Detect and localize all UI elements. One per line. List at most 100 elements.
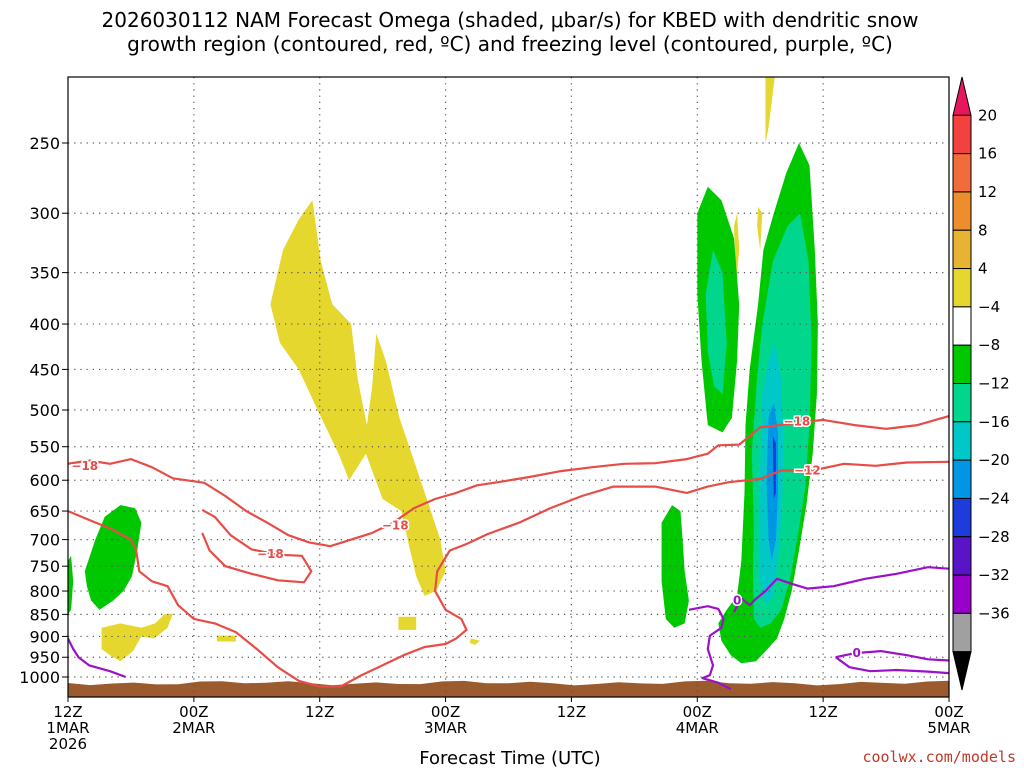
x-tick-label: 3MAR	[424, 719, 467, 737]
colorbar-label: −12	[978, 375, 1010, 393]
omega-region-7	[757, 206, 763, 250]
plot-frame	[67, 76, 950, 698]
y-tick-label: 400	[29, 315, 60, 334]
contour-label-0: −18	[71, 459, 98, 473]
x-axis-title: Forecast Time (UTC)	[419, 748, 600, 768]
y-tick-label: 350	[29, 264, 60, 283]
colorbar-swatch-13	[952, 574, 972, 614]
contour-line-2	[201, 508, 313, 584]
colorbar-swatch-14	[952, 612, 972, 653]
y-tick-label: 500	[29, 401, 60, 420]
y-tick-label: 450	[29, 360, 60, 379]
contour-line-4	[688, 605, 732, 691]
contour-line-0	[68, 415, 949, 548]
y-tick-label: 550	[29, 438, 60, 457]
contour-line-3	[68, 638, 127, 679]
chart-title-line-1: 2026030112 NAM Forecast Omega (shaded, μ…	[102, 8, 919, 32]
x-tick-label: 12Z	[53, 703, 82, 721]
colorbar-label: 12	[978, 183, 997, 201]
contour-label-3: −18	[784, 414, 811, 428]
x-tick-label: 00Z	[179, 703, 208, 721]
omega-region-2	[398, 616, 417, 630]
colorbar-swatch-8	[952, 383, 972, 423]
colorbar-swatch-11	[952, 497, 972, 538]
colorbar-swatch-6	[952, 306, 972, 346]
omega-region-1	[101, 613, 173, 662]
contour-label-5: 0	[733, 594, 741, 608]
colorbar-label: −36	[978, 604, 1010, 622]
x-tick-label: 00Z	[683, 703, 712, 721]
colorbar-swatch-5	[952, 268, 972, 308]
omega-region-13	[705, 249, 727, 395]
y-tick-label: 750	[29, 557, 60, 576]
contour-layer	[68, 415, 949, 691]
y-tick-label: 800	[29, 582, 60, 601]
colorbar-swatch-2	[952, 153, 972, 193]
colorbar-swatch-9	[952, 421, 972, 461]
colorbar-swatch-4	[952, 229, 972, 270]
colorbar-label: −8	[978, 336, 1000, 354]
y-tick-label: 950	[29, 648, 60, 667]
omega-region-17	[772, 436, 776, 499]
contour-line-5	[733, 566, 949, 613]
terrain-fill	[68, 680, 949, 697]
y-tick-label: 600	[29, 471, 60, 490]
y-tick-label: 650	[29, 502, 60, 521]
x-tick-label: 2026	[49, 735, 87, 753]
colorbar-label: −24	[978, 489, 1010, 507]
x-tick-label: 4MAR	[676, 719, 719, 737]
colorbar-label: −20	[978, 451, 1010, 469]
contour-label-1: −18	[382, 519, 409, 533]
omega-region-3	[216, 635, 236, 642]
colorbar-label: −16	[978, 413, 1010, 431]
credit-text: coolwx.com/models	[862, 748, 1016, 766]
y-tick-label: 250	[29, 134, 60, 153]
contour-line-6	[835, 650, 949, 662]
terrain-layer	[68, 680, 949, 697]
colorbar-label: −28	[978, 528, 1010, 546]
omega-region-5	[765, 77, 775, 143]
y-tick-label: 900	[29, 627, 60, 646]
colorbar-swatch-15	[952, 651, 972, 691]
x-tick-label: 00Z	[934, 703, 963, 721]
colorbar-label: 20	[978, 106, 997, 124]
chart-title-line-2: growth region (contoured, red, ºC) and f…	[127, 32, 893, 56]
colorbar-label: 4	[978, 260, 988, 278]
omega-region-8	[84, 505, 142, 610]
contour-label-2: −18	[257, 547, 284, 561]
colorbar: 20 16 12 8 4 −4 −8 −12 −16 −20 −24 −28 −32 −36	[952, 76, 1010, 691]
y-tick-label: 1000	[19, 668, 60, 687]
x-tick-label: 00Z	[431, 703, 460, 721]
x-tick-label: 1MAR	[46, 719, 89, 737]
colorbar-swatch-1	[952, 114, 972, 155]
omega-region-4	[469, 638, 481, 645]
omega-region-6	[734, 213, 740, 284]
colorbar-swatch-7	[952, 344, 972, 384]
y-tick-label: 850	[29, 605, 60, 624]
omega-region-10	[661, 505, 689, 628]
colorbar-swatch-12	[952, 536, 972, 576]
x-tick-label: 12Z	[305, 703, 334, 721]
x-tick-label: 12Z	[557, 703, 586, 721]
x-tick-label: 2MAR	[172, 719, 215, 737]
y-axis: 250 300 350 400 450 500 550 600 650 700 750 800 850 9…	[19, 134, 68, 687]
colorbar-label: 16	[978, 145, 997, 163]
contour-line-1	[68, 460, 949, 688]
contour-label-4: −12	[794, 463, 821, 477]
colorbar-label: 8	[978, 221, 988, 239]
y-tick-label: 300	[29, 204, 60, 223]
colorbar-label: −32	[978, 566, 1010, 584]
contour-label-6: 0	[853, 646, 861, 660]
y-tick-label: 700	[29, 531, 60, 550]
x-tick-label: 12Z	[808, 703, 837, 721]
colorbar-swatch-10	[952, 459, 972, 499]
colorbar-label: −4	[978, 298, 1000, 316]
colorbar-swatch-3	[952, 191, 972, 231]
x-tick-label: 5MAR	[927, 719, 970, 737]
contour-labels: −18 −18 −18 −18 −12 0 0	[70, 413, 862, 662]
omega-region-9	[68, 555, 74, 615]
contour-line-7	[835, 656, 949, 675]
